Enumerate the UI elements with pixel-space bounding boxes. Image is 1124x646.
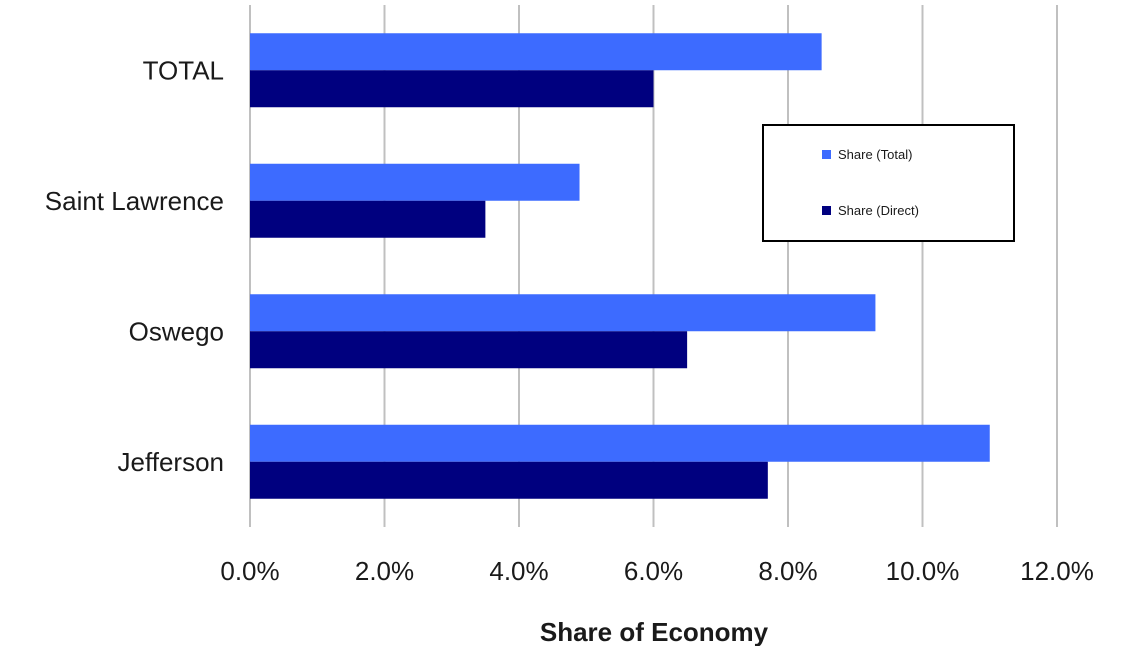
legend: Share (Total) Share (Direct) (762, 124, 1015, 242)
x-tick-label: 12.0% (1020, 556, 1094, 586)
bars (250, 33, 990, 499)
category-label-oswego: Oswego (129, 316, 224, 346)
category-labels: TOTAL Saint Lawrence Oswego Jefferson (45, 55, 224, 477)
x-axis-title: Share of Economy (540, 617, 769, 646)
x-tick-label: 0.0% (220, 556, 279, 586)
x-tick-label: 2.0% (355, 556, 414, 586)
bar-share-total-total (250, 33, 822, 71)
legend-swatch-share-direct (822, 206, 831, 215)
x-tick-label: 6.0% (624, 556, 683, 586)
x-tick-label: 4.0% (489, 556, 548, 586)
category-label-saint-lawrence: Saint Lawrence (45, 186, 224, 216)
x-tick-label: 8.0% (758, 556, 817, 586)
bar-share-total-saint-lawrence (250, 163, 580, 201)
x-tick-label: 10.0% (886, 556, 960, 586)
category-label-total: TOTAL (143, 55, 224, 85)
bar-share-direct-oswego (250, 331, 688, 369)
legend-swatch-share-total (822, 150, 831, 159)
x-tick-labels: 0.0% 2.0% 4.0% 6.0% 8.0% 10.0% 12.0% (220, 556, 1094, 586)
bar-share-direct-saint-lawrence (250, 200, 486, 238)
legend-box (762, 124, 1015, 242)
category-label-jefferson: Jefferson (118, 447, 224, 477)
bar-share-direct-jefferson (250, 461, 768, 499)
bar-share-total-jefferson (250, 424, 990, 462)
legend-label-share-direct: Share (Direct) (838, 203, 919, 218)
bar-share-direct-total (250, 70, 654, 108)
bar-share-total-oswego (250, 294, 876, 332)
legend-label-share-total: Share (Total) (838, 147, 912, 162)
